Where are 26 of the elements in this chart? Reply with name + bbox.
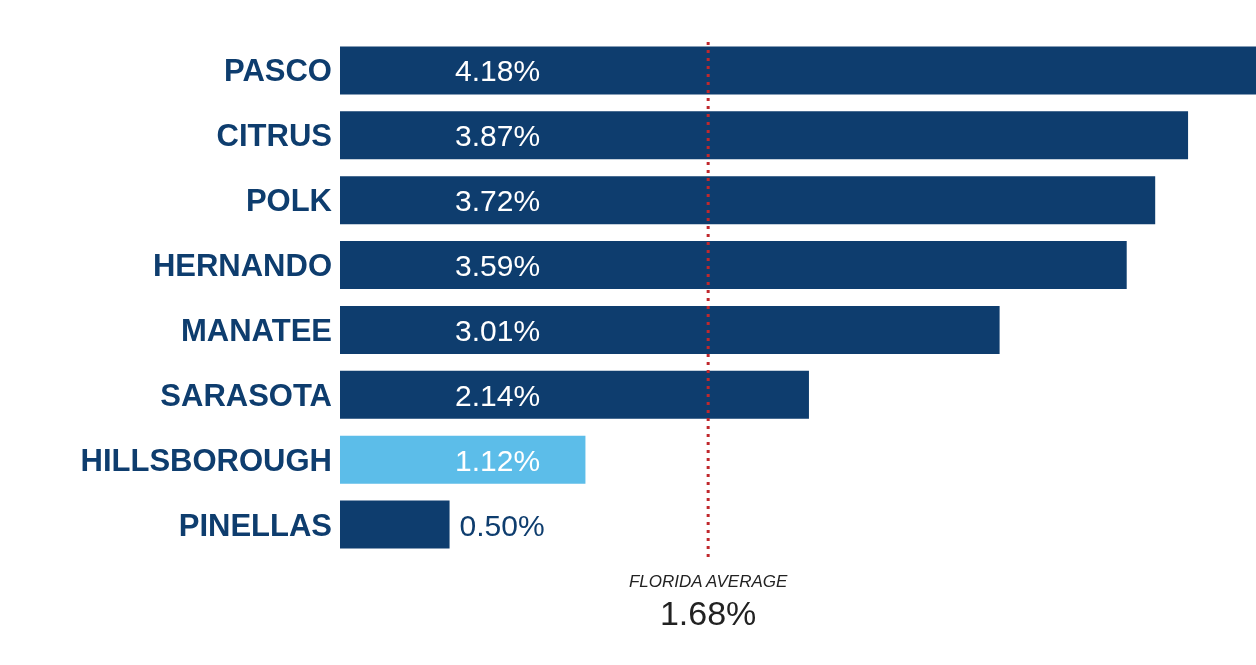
y-tick-label: CITRUS — [216, 118, 332, 154]
data-label: 3.87% — [455, 119, 541, 153]
bar — [340, 176, 1156, 225]
bar — [340, 111, 1189, 160]
y-tick-label: POLK — [245, 183, 333, 219]
data-label: 3.01% — [455, 313, 541, 347]
data-label: 3.59% — [455, 249, 541, 283]
y-tick-label: MANATEE — [181, 312, 332, 348]
y-tick-label: PINELLAS — [178, 507, 332, 543]
text: 1.68% — [659, 594, 757, 632]
data-label: 1.12% — [455, 443, 541, 477]
bar — [340, 241, 1127, 290]
y-tick-label: HERNANDO — [152, 248, 332, 284]
y-tick-label: PASCO — [224, 53, 332, 89]
ref-line-label: FLORIDA AVERAGE — [628, 572, 789, 591]
data-label: 3.72% — [455, 184, 541, 218]
bar — [340, 500, 450, 549]
y-tick-label: SARASOTA — [160, 377, 332, 413]
data-label: 4.18% — [455, 54, 541, 88]
data-label: 0.50% — [459, 508, 545, 542]
bar — [340, 46, 1256, 95]
y-tick-label: HILLSBOROUGH — [80, 442, 332, 478]
bar — [340, 370, 809, 419]
data-label: 2.14% — [455, 378, 541, 412]
bar — [340, 435, 586, 484]
bar — [340, 305, 1000, 354]
